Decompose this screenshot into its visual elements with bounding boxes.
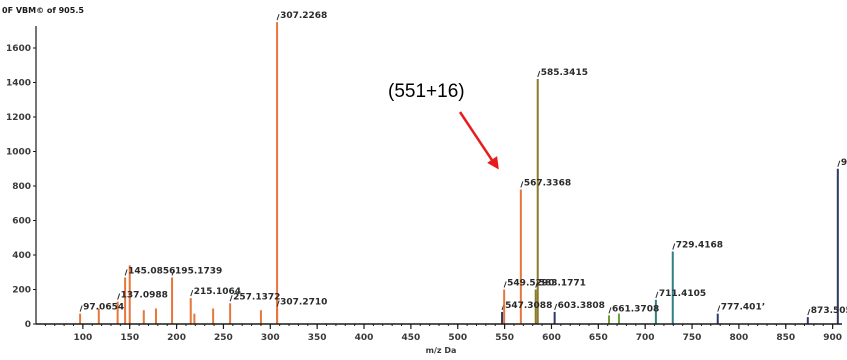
y-tick-label: 1000 — [6, 148, 31, 158]
peak-label-tick — [171, 269, 175, 276]
peak-label: 145.0856 — [128, 266, 175, 276]
x-tick-label: 600 — [542, 333, 561, 343]
peak-label-tick — [276, 300, 280, 307]
x-axis-label: m/z Da — [426, 346, 457, 355]
y-tick-label: 200 — [12, 286, 31, 296]
x-axis-ticks: 100 150 200 250 300 350 400 450 500 550 600 650 700 7… — [44, 324, 842, 343]
x-tick-label: 900 — [823, 333, 842, 343]
peak-labels: 97.0654 137.0988 145.0856 195.1739 215.10642… — [83, 11, 847, 316]
peak-label-tick — [535, 281, 539, 288]
chart-title: 0F VBM© of 905.5 — [2, 6, 84, 15]
peak-label-tick — [117, 293, 121, 300]
x-tick-label: 700 — [636, 333, 655, 343]
peak-label-tick — [229, 295, 233, 302]
x-tick-label: 450 — [401, 333, 420, 343]
peak-label-tick — [79, 305, 83, 312]
x-tick-label: 400 — [355, 333, 374, 343]
peak-label: 729.4168 — [676, 241, 723, 251]
peak-label: 603.3808 — [558, 301, 605, 311]
peak-label: 257.1372 — [233, 292, 280, 302]
peak-label: 567.3368 — [524, 178, 571, 188]
peak-label: 307.2268 — [280, 11, 327, 21]
x-tick-label: 350 — [308, 333, 327, 343]
x-tick-label: 550 — [495, 333, 514, 343]
peak-label-tick — [672, 243, 676, 250]
y-tick-label: 600 — [12, 217, 31, 227]
peak-label: 585.3415 — [541, 68, 588, 78]
peak-label-tick — [503, 281, 507, 288]
peak-label: 195.1739 — [175, 266, 222, 276]
peak-label: 711.4105 — [659, 289, 706, 299]
x-tick-label: 100 — [73, 333, 92, 343]
peak-label-tick — [717, 305, 721, 312]
x-tick-label: 750 — [683, 333, 702, 343]
x-tick-label: 500 — [448, 333, 467, 343]
peak-label-tick — [537, 70, 541, 78]
y-tick-label: 0 — [25, 320, 31, 330]
y-tick-label: 1600 — [6, 44, 31, 54]
annotation-label: (551+16) — [388, 81, 465, 102]
peak-label-tick — [124, 269, 128, 276]
x-tick-label: 300 — [261, 333, 280, 343]
peak-label-tick — [276, 13, 280, 21]
x-tick-label: 850 — [776, 333, 795, 343]
y-tick-label: 400 — [12, 251, 31, 261]
annotation-arrow-head — [487, 156, 499, 170]
peak-label: 307.2710 — [280, 297, 327, 307]
peak-label-tick — [520, 181, 524, 188]
peak-label: 97.0654 — [83, 303, 124, 313]
peak-label: 215.1064 — [194, 287, 241, 297]
peak-label: 549.5290 — [507, 279, 554, 289]
peak-label-tick — [837, 160, 841, 167]
peak-label: 661.3708 — [612, 304, 659, 314]
x-tick-label: 800 — [730, 333, 749, 343]
x-tick-label: 650 — [589, 333, 608, 343]
peak-label: 777.401’ — [721, 303, 765, 313]
peak-label: 873.5054 — [811, 306, 847, 316]
y-tick-label: 1200 — [6, 113, 31, 123]
peak-label: 137.0988 — [121, 291, 168, 301]
peak-label: 905.5352 — [841, 158, 847, 168]
y-axis-ticks: 0 200 400 600 800 1000 1200 1400 1600 — [6, 44, 36, 330]
peak-label-tick — [554, 303, 558, 311]
peak-label-tick — [190, 289, 194, 297]
y-tick-label: 1400 — [6, 79, 31, 89]
peak-label: 583.1771 — [539, 279, 586, 289]
peak-label-tick — [807, 308, 811, 316]
peak-label: 547.3088 — [505, 301, 552, 311]
annotation-arrow-line — [458, 111, 496, 166]
y-tick-label: 800 — [12, 182, 31, 192]
peak-label-tick — [655, 291, 659, 299]
x-tick-label: 200 — [167, 333, 186, 343]
annotation: (551+16) — [388, 81, 499, 170]
x-tick-label: 250 — [214, 333, 233, 343]
peak-bars — [79, 13, 841, 324]
x-tick-label: 150 — [120, 333, 139, 343]
peak-label-tick — [608, 307, 612, 314]
